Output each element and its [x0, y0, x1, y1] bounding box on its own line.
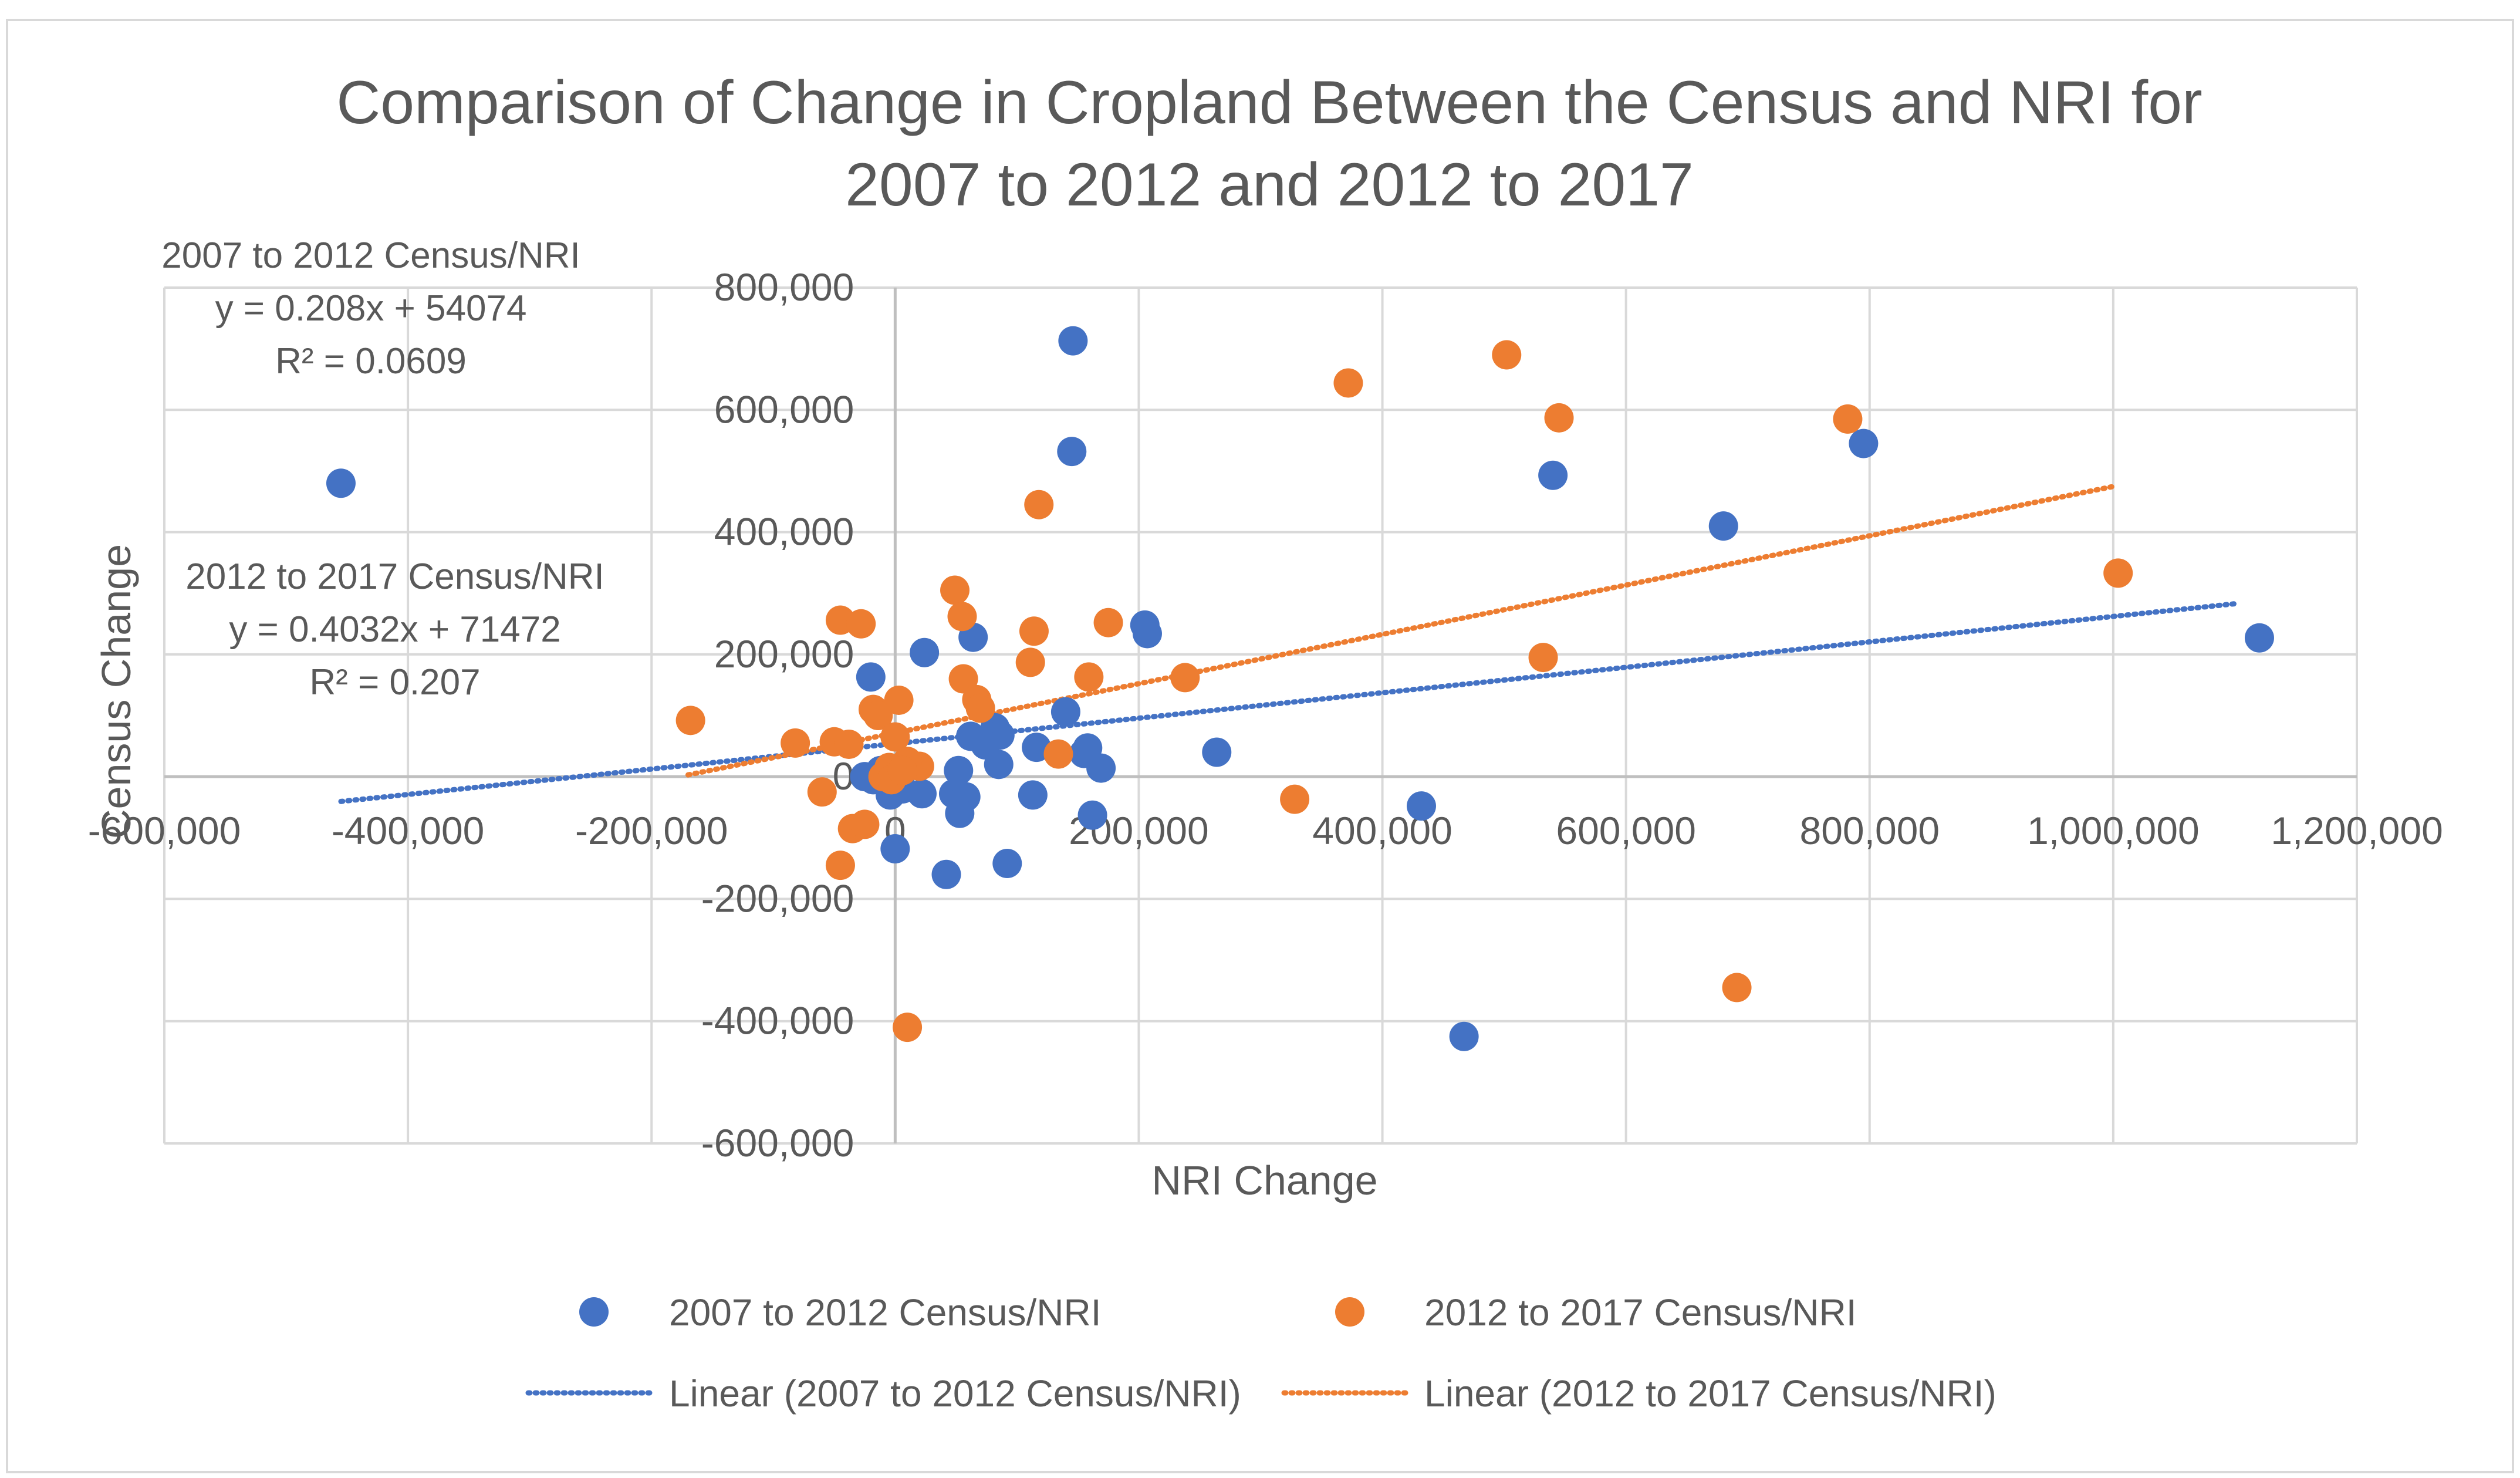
- data-point-series-1: [1050, 697, 1080, 727]
- data-point-series-2: [948, 664, 978, 694]
- data-point-series-2: [1015, 647, 1045, 677]
- data-point-series-1: [944, 755, 974, 785]
- y-tick-label: 600,000: [714, 387, 854, 431]
- data-point-series-2: [850, 809, 880, 839]
- x-tick-label: 600,000: [1556, 809, 1696, 852]
- x-tick-label: 1,200,000: [2271, 809, 2443, 852]
- data-point-series-2: [1333, 368, 1363, 398]
- data-point-series-2: [2103, 558, 2133, 588]
- data-point-series-1: [1708, 511, 1738, 541]
- y-axis-title: Census Change: [93, 544, 139, 839]
- x-tick-label: 800,000: [1799, 809, 1940, 852]
- data-point-series-2: [880, 722, 910, 752]
- legend-label-2007-2012: 2007 to 2012 Census/NRI: [669, 1291, 1101, 1334]
- data-point-series-1: [907, 779, 937, 809]
- data-point-series-1: [910, 637, 940, 667]
- chart-title-line-2: 2007 to 2012 and 2012 to 2017: [845, 151, 1694, 219]
- data-point-series-2: [887, 755, 917, 785]
- legend-label-trendline-2012-2017: Linear (2012 to 2017 Census/NRI): [1424, 1372, 1997, 1415]
- data-point-series-2: [807, 777, 837, 807]
- y-tick-label: 800,000: [714, 265, 854, 309]
- x-tick-label: -200,000: [575, 809, 728, 852]
- data-point-series-1: [880, 834, 910, 864]
- x-tick-label: -600,000: [88, 809, 241, 852]
- x-axis-tick-labels: -600,000 -400,000 -200,000 0 200,000 400,000 6…: [88, 809, 2443, 852]
- data-point-series-1: [1018, 780, 1048, 810]
- data-point-series-1: [2244, 623, 2274, 653]
- trendline-series-1: [338, 601, 2238, 804]
- data-point-series-2: [1492, 340, 1522, 370]
- data-point-series-2: [1024, 490, 1054, 519]
- data-point-series-1: [856, 662, 886, 692]
- data-point-series-2: [825, 851, 855, 880]
- annotation-2012-r-squared: R² = 0.207: [309, 662, 480, 703]
- data-point-series-2: [893, 1013, 923, 1042]
- trendline-annotation-2012-2017: 2012 to 2017 Census/NRI y = 0.4032x + 71…: [185, 556, 604, 703]
- legend-marker-2007-2012: [579, 1297, 609, 1327]
- y-tick-label: -200,000: [701, 876, 854, 920]
- legend: 2007 to 2012 Census/NRI 2012 to 2017 Cen…: [525, 1291, 1997, 1415]
- data-point-series-1: [1077, 800, 1107, 830]
- legend-label-trendline-2007-2012: Linear (2007 to 2012 Census/NRI): [669, 1372, 1241, 1415]
- data-point-series-2: [1170, 663, 1200, 693]
- data-point-series-2: [884, 685, 914, 715]
- data-point-series-2: [834, 729, 864, 759]
- data-point-series-1: [1132, 619, 1162, 649]
- data-point-series-2: [1833, 404, 1863, 434]
- annotation-2012-equation: y = 0.4032x + 71472: [229, 609, 560, 650]
- annotation-2007-equation: y = 0.208x + 54074: [215, 288, 527, 329]
- data-point-series-1: [945, 798, 975, 828]
- data-point-series-2: [1019, 616, 1049, 646]
- data-point-series-2: [1528, 643, 1558, 673]
- data-point-series-1: [1449, 1021, 1479, 1051]
- data-point-series-2: [940, 575, 970, 605]
- data-point-series-2: [846, 609, 876, 639]
- x-tick-label: 1,000,000: [2027, 809, 2200, 852]
- y-tick-label: -600,000: [701, 1121, 854, 1165]
- data-point-series-1: [1086, 753, 1116, 783]
- data-point-series-2: [781, 728, 810, 758]
- y-tick-label: -400,000: [701, 999, 854, 1042]
- data-point-series-2: [1280, 784, 1310, 814]
- data-point-series-2: [1544, 403, 1574, 433]
- data-point-series-2: [1722, 973, 1752, 1003]
- axes: [164, 288, 2357, 1143]
- data-point-series-1: [984, 750, 1014, 780]
- data-point-series-1: [1538, 460, 1568, 490]
- data-point-series-2: [675, 706, 705, 735]
- data-point-series-1: [1202, 737, 1232, 767]
- data-point-series-1: [1406, 791, 1436, 821]
- annotation-2007-r-squared: R² = 0.0609: [275, 341, 467, 382]
- x-tick-label: -400,000: [332, 809, 485, 852]
- data-point-series-1: [1057, 437, 1087, 467]
- legend-marker-2012-2017: [1335, 1297, 1364, 1327]
- legend-label-2012-2017: 2012 to 2017 Census/NRI: [1424, 1291, 1856, 1334]
- trendlines: [338, 484, 2238, 804]
- chart-title-line-1: Comparison of Change in Cropland Between…: [336, 69, 2203, 137]
- y-tick-label: 200,000: [714, 632, 854, 676]
- data-point-series-2: [1043, 739, 1073, 769]
- data-point-series-1: [326, 468, 356, 498]
- data-point-series-2: [965, 693, 995, 723]
- chart-border: [6, 19, 2514, 1473]
- data-point-series-2: [1093, 608, 1123, 637]
- data-points: [326, 326, 2274, 1051]
- trendline-series-2: [685, 484, 2116, 778]
- data-point-series-1: [1058, 326, 1088, 356]
- data-point-series-1: [1849, 428, 1879, 458]
- annotation-2012-series-name: 2012 to 2017 Census/NRI: [185, 556, 604, 597]
- data-point-series-1: [992, 849, 1022, 879]
- annotation-2007-series-name: 2007 to 2012 Census/NRI: [161, 235, 580, 276]
- y-tick-label: 400,000: [714, 510, 854, 554]
- data-point-series-1: [931, 859, 961, 889]
- data-point-series-2: [947, 602, 977, 632]
- data-point-series-2: [863, 701, 893, 730]
- trendline-annotation-2007-2012: 2007 to 2012 Census/NRI y = 0.208x + 540…: [161, 235, 580, 382]
- y-axis-tick-labels: -600,000-400,000-200,0000200,000400,0006…: [701, 265, 854, 1165]
- x-axis-title: NRI Change: [1151, 1158, 1377, 1203]
- data-point-series-2: [1074, 662, 1104, 692]
